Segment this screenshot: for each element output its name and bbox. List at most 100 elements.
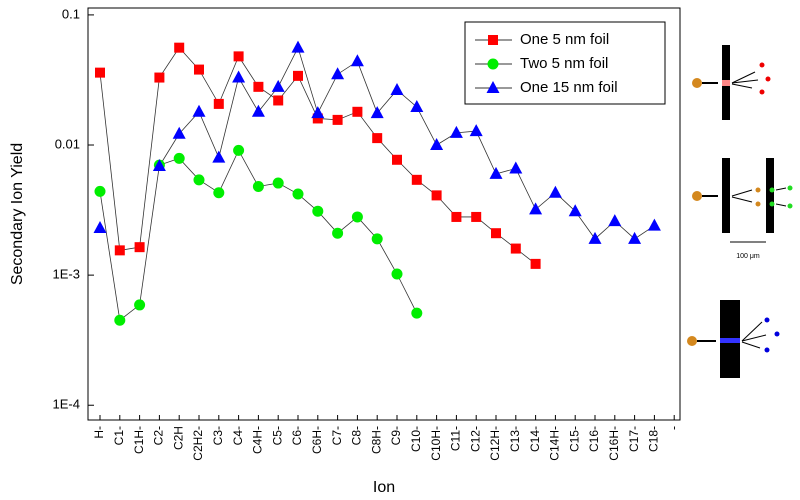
diagram-one-foil (692, 45, 771, 120)
x-tick-label: C8- (350, 426, 364, 445)
marker (251, 104, 265, 117)
diagram-thick-foil (687, 300, 780, 378)
x-tick-label: C2- (152, 426, 166, 445)
marker (449, 125, 463, 138)
marker (530, 258, 541, 269)
x-tick-label: H- (92, 426, 106, 439)
marker (193, 174, 205, 186)
y-tick-label: 0.1 (62, 6, 80, 21)
marker (192, 104, 206, 117)
marker (194, 64, 204, 75)
legend-label: Two 5 nm foil (520, 55, 608, 72)
marker (134, 299, 146, 311)
marker (471, 211, 482, 222)
marker (371, 233, 383, 245)
x-tick-label: C10- (409, 426, 423, 452)
scale-label: 100 μm (736, 253, 760, 260)
x-tick-label: C12H- (488, 426, 502, 461)
x-tick-label: C11- (449, 426, 463, 451)
x-tick-label: C6H- (310, 426, 324, 454)
marker (431, 190, 442, 201)
diagram-two-foils: 100 μm (692, 158, 793, 260)
x-tick-label: C2H (171, 426, 185, 450)
marker (487, 58, 499, 70)
marker (312, 205, 324, 217)
marker (134, 242, 145, 253)
marker (568, 204, 582, 217)
x-tick-label: C13- (508, 426, 522, 452)
marker (488, 35, 498, 45)
marker (352, 106, 363, 117)
x-tick-label: C14- (528, 426, 542, 452)
x-tick-label: C3- (211, 426, 225, 445)
x-tick-label: C7- (330, 426, 344, 445)
marker (233, 51, 244, 62)
marker (509, 161, 523, 174)
legend-label: One 5 nm foil (520, 31, 609, 48)
legend-label: One 15 nm foil (520, 79, 618, 96)
x-tick-label: C10H- (429, 426, 443, 461)
marker (548, 185, 562, 198)
marker (172, 126, 186, 139)
x-tick-label: C8H- (369, 426, 383, 454)
marker (152, 158, 166, 171)
x-tick-label: C1H- (132, 426, 146, 454)
marker (529, 202, 543, 215)
marker (392, 154, 402, 165)
marker (647, 218, 661, 231)
x-tick-label: C14H- (548, 426, 562, 461)
marker (233, 144, 245, 156)
marker (489, 166, 503, 179)
marker (174, 42, 185, 53)
x-tick-label: C4- (231, 426, 245, 445)
marker (510, 243, 521, 254)
x-tick-label: - (666, 426, 680, 430)
marker (154, 72, 165, 83)
marker (311, 106, 325, 119)
series-line (159, 46, 655, 240)
series-line (99, 149, 418, 321)
legend: One 5 nm foil Two 5 nm foil One 15 nm foil (464, 21, 666, 105)
marker (312, 113, 323, 124)
marker (372, 133, 383, 144)
marker (410, 99, 424, 112)
marker (213, 187, 225, 199)
marker (608, 214, 622, 227)
x-tick-label: C18- (647, 426, 661, 452)
marker (332, 227, 344, 239)
marker (351, 211, 363, 223)
marker (486, 81, 500, 93)
marker (212, 150, 226, 163)
marker (114, 314, 126, 326)
marker (95, 67, 105, 78)
marker (271, 79, 285, 92)
x-tick-label: C4H- (251, 426, 265, 454)
plot-frame (87, 7, 681, 421)
x-tick-label: C17- (627, 426, 641, 452)
x-tick-label: C9- (389, 426, 403, 445)
marker (173, 152, 185, 164)
y-axis-title: Secondary Ion Yield (9, 143, 26, 285)
marker (114, 245, 125, 256)
x-tick-label: C15- (567, 426, 581, 452)
x-tick-label: C2H2- (191, 426, 205, 461)
marker (370, 106, 384, 119)
marker (272, 177, 284, 189)
x-tick-label: C16H- (607, 426, 621, 461)
marker (332, 114, 343, 125)
x-tick-label: C6- (290, 426, 304, 445)
marker (390, 82, 404, 95)
marker (232, 70, 246, 83)
y-tick-label: 1E-3 (53, 267, 80, 282)
marker (628, 231, 642, 244)
marker (94, 185, 106, 197)
marker (252, 180, 264, 192)
x-tick-label: C16- (587, 426, 601, 452)
x-axis-title: Ion (373, 479, 395, 496)
marker (291, 40, 305, 53)
x-tick-label: C1- (112, 426, 126, 445)
marker (93, 221, 107, 234)
y-tick-label: 1E-4 (53, 397, 80, 412)
marker (469, 124, 483, 137)
